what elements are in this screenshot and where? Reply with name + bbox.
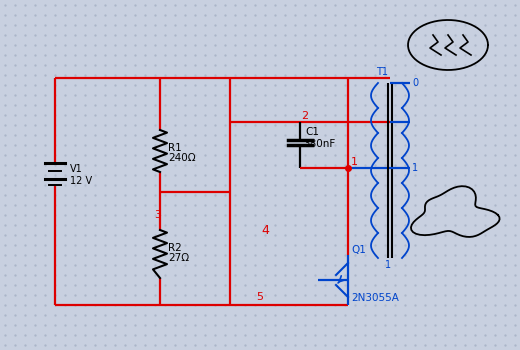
Text: R2: R2 (168, 243, 182, 253)
Text: 27Ω: 27Ω (168, 253, 189, 263)
Text: 2: 2 (302, 111, 308, 121)
Text: R1: R1 (168, 143, 182, 153)
Text: 3: 3 (154, 210, 162, 220)
Text: 1: 1 (412, 163, 418, 173)
Text: V1: V1 (70, 164, 83, 174)
Text: 1: 1 (351, 157, 358, 167)
Text: 2N3055A: 2N3055A (351, 293, 399, 303)
Text: T1: T1 (376, 67, 388, 77)
Text: C1: C1 (305, 127, 319, 137)
Text: 4: 4 (261, 224, 269, 237)
Text: Q1: Q1 (351, 245, 366, 255)
Text: 0: 0 (412, 78, 418, 88)
Text: 380nF: 380nF (303, 139, 335, 149)
Text: 5: 5 (256, 292, 264, 302)
Text: 1: 1 (385, 260, 391, 270)
Text: 12 V: 12 V (70, 176, 92, 186)
Text: 240Ω: 240Ω (168, 153, 196, 163)
